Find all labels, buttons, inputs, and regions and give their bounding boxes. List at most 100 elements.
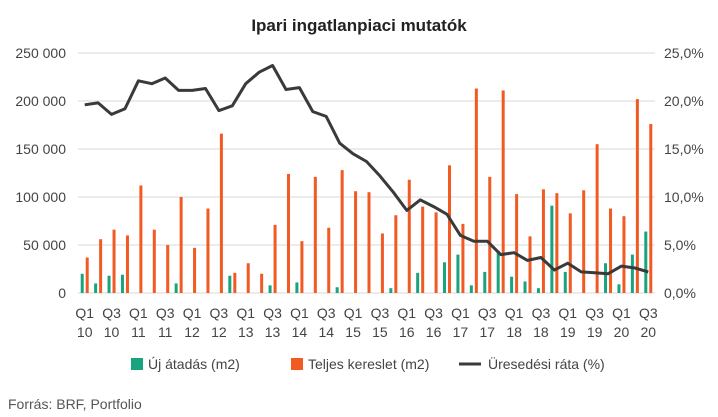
bar-total-demand [125,235,129,293]
x-tick-quarter: Q1 [344,305,363,321]
bar-total-demand [300,241,304,293]
bar-total-demand [609,208,613,293]
bar-total-demand [273,224,277,293]
x-tick-year: 13 [265,324,281,340]
x-tick-year: 14 [292,324,308,340]
x-tick-quarter: Q3 [639,305,658,321]
bar-total-demand [501,90,505,293]
bar-total-demand [461,223,465,293]
bar-total-demand [152,229,156,293]
bar-total-demand [380,233,384,293]
bar-total-demand [313,176,317,293]
bar-total-demand [260,273,264,293]
legend: Új átadás (m2) Teljes kereslet (m2) Üresed… [131,355,605,372]
bar-total-demand [434,212,438,293]
x-tick-quarter: Q1 [290,305,309,321]
bar-total-demand [166,245,170,293]
bar-new-delivery [496,250,500,293]
bar-new-delivery [174,283,178,293]
bar-total-demand [555,193,559,293]
right-tick-label: 0,0% [664,285,696,301]
bar-new-delivery [617,284,621,293]
series-vacancy-rate-line [84,64,649,276]
bar-new-delivery [483,271,487,293]
bar-new-delivery [120,274,124,293]
bar-total-demand [246,263,250,293]
x-tick-year: 19 [587,324,603,340]
x-tick-year: 18 [533,324,549,340]
x-tick-quarter: Q3 [371,305,390,321]
x-tick-quarter: Q3 [156,305,175,321]
bar-total-demand [354,191,358,293]
bar-total-demand [649,124,653,293]
right-tick-label: 25,0% [664,45,704,61]
bar-new-delivery [107,275,111,293]
x-tick-year: 19 [560,324,576,340]
legend-label: Üresedési ráta (%) [488,355,605,372]
x-tick-year: 20 [641,324,657,340]
x-tick-year: 10 [77,324,93,340]
bar-new-delivery [644,231,648,293]
bar-new-delivery [563,271,567,293]
x-tick-year: 10 [104,324,120,340]
x-tick-year: 17 [453,324,469,340]
x-tick-year: 16 [426,324,442,340]
bar-total-demand [327,227,331,293]
x-tick-year: 18 [506,324,522,340]
x-tick-quarter: Q1 [183,305,202,321]
left-tick-label: 200 000 [15,93,66,109]
source-note: Forrás: BRF, Portfolio [8,396,142,412]
legend-swatch [291,358,303,370]
x-tick-year: 11 [131,324,146,340]
bar-new-delivery [416,272,420,293]
bar-new-delivery [510,276,514,293]
bar-total-demand [367,192,371,293]
vacancy-rate-line [84,64,649,276]
bar-total-demand [286,173,290,293]
bar-new-delivery [94,283,98,293]
bar-total-demand [85,257,89,293]
bar-total-demand [193,247,197,293]
bar-new-delivery [550,205,554,293]
x-tick-quarter: Q3 [478,305,497,321]
bar-total-demand [139,185,143,293]
series-new-delivery-bars [80,205,648,293]
x-tick-year: 15 [345,324,361,340]
bar-new-delivery [536,288,540,293]
bar-total-demand [474,88,478,294]
x-tick-quarter: Q3 [102,305,121,321]
legend-label: Új átadás (m2) [148,356,240,372]
bar-total-demand [622,216,626,293]
x-tick-quarter: Q3 [263,305,282,321]
right-axis-ticks: 0,0% 5,0% 10,0% 15,0% 20,0% 25,0% [664,45,704,301]
bar-total-demand [515,194,519,293]
x-tick-year: 11 [158,324,173,340]
bar-new-delivery [456,254,460,293]
bar-total-demand [219,133,223,293]
bar-total-demand [179,197,183,293]
bar-total-demand [488,176,492,293]
x-tick-quarter: Q1 [505,305,524,321]
x-tick-quarter: Q3 [585,305,604,321]
right-tick-label: 10,0% [664,189,704,205]
x-tick-quarter: Q3 [210,305,229,321]
x-tick-year: 17 [479,324,495,340]
x-tick-quarter: Q1 [612,305,631,321]
x-tick-year: 13 [238,324,254,340]
bar-total-demand [206,208,210,293]
x-tick-quarter: Q3 [317,305,336,321]
bar-new-delivery [630,254,634,293]
bar-total-demand [233,272,237,293]
bar-total-demand [394,215,398,293]
bar-new-delivery [80,273,84,293]
series-total-demand-bars [85,88,653,294]
bar-new-delivery [389,288,393,293]
x-tick-quarter: Q1 [75,305,94,321]
chart-title: Ipari ingatlanpiaci mutatók [251,16,467,35]
x-tick-quarter: Q1 [129,305,148,321]
x-tick-year: 16 [399,324,415,340]
x-tick-year: 12 [184,324,200,340]
bar-new-delivery [335,287,339,293]
right-tick-label: 5,0% [664,237,696,253]
bar-new-delivery [295,282,299,293]
